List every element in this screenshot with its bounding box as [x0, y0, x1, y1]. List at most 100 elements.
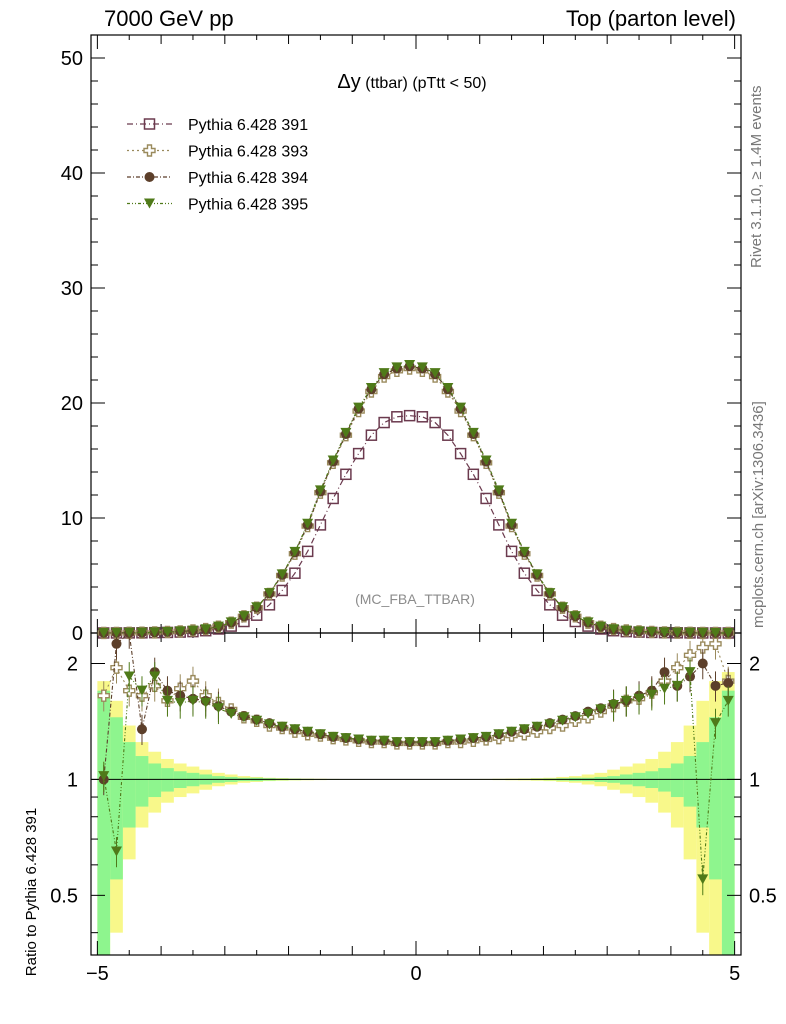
ratio-point	[697, 874, 709, 885]
ratio-point	[276, 721, 288, 732]
y-tick-label: 0	[72, 623, 83, 645]
data-point	[391, 362, 403, 373]
ratio-point	[455, 734, 467, 745]
data-point	[340, 468, 352, 481]
data-marks	[97, 360, 735, 896]
ratio-point	[557, 715, 569, 726]
ratio-line-3	[103, 631, 729, 780]
ratio-point	[263, 719, 275, 730]
y-tick-label: 40	[61, 163, 83, 185]
data-point	[416, 362, 428, 373]
data-point	[506, 518, 518, 529]
y-tick-label: 50	[61, 48, 83, 70]
data-point	[149, 627, 161, 638]
data-point	[136, 627, 148, 638]
ratio-point	[404, 737, 416, 748]
y-tick-label: 20	[61, 393, 83, 415]
band-inner-bin	[122, 742, 136, 828]
ratio-point	[709, 637, 722, 650]
ratio-point	[161, 695, 173, 706]
data-point	[327, 455, 339, 466]
data-point	[710, 627, 722, 638]
data-point	[684, 627, 696, 638]
data-point	[365, 383, 377, 394]
ratio-point	[327, 731, 339, 742]
ratio-point	[416, 737, 428, 748]
data-point	[569, 611, 581, 622]
data-point	[697, 627, 709, 638]
ratio-point	[608, 700, 620, 711]
data-point	[633, 626, 645, 637]
data-point	[302, 518, 314, 529]
ratio-point	[531, 721, 543, 732]
data-point	[518, 546, 530, 557]
legend-marker	[143, 118, 156, 130]
ratio-point	[110, 846, 122, 857]
ratio-point	[506, 726, 518, 737]
band-inner-bin	[709, 717, 722, 880]
ratio-point	[238, 712, 250, 723]
legend-marker	[144, 172, 155, 182]
ratio-point	[480, 731, 492, 742]
ratio-point	[187, 695, 199, 706]
ratio-y-tick-label: 2	[67, 653, 78, 675]
ratio-point	[671, 661, 684, 674]
data-point	[378, 416, 390, 429]
ratio-y-tick-label-right: 1	[749, 769, 760, 791]
data-point	[365, 429, 378, 441]
data-point	[442, 383, 454, 394]
ratio-point	[378, 735, 390, 746]
ratio-point	[200, 697, 212, 708]
data-point	[595, 621, 607, 632]
ratio-point	[111, 638, 122, 649]
ratio-point	[225, 708, 237, 719]
ratio-point	[123, 671, 135, 682]
ratio-point	[110, 661, 123, 674]
band-inner-bin	[670, 763, 684, 798]
ratio-point	[683, 649, 697, 662]
ratio-point	[710, 680, 721, 691]
ratio-point	[659, 667, 670, 678]
data-point	[327, 492, 339, 505]
data-point	[646, 626, 658, 637]
ratio-point	[136, 685, 148, 696]
ratio-point	[595, 704, 607, 715]
data-point	[429, 416, 441, 429]
data-point	[480, 492, 492, 505]
data-point	[531, 569, 543, 580]
ratio-point	[442, 735, 454, 746]
data-point	[238, 611, 250, 622]
data-point	[480, 455, 492, 466]
data-point	[353, 402, 365, 413]
data-point	[200, 624, 212, 635]
ratio-point	[710, 718, 722, 729]
data-point	[404, 360, 416, 371]
ratio-point	[340, 733, 352, 744]
ratio-y-tick-label-right: 2	[749, 653, 760, 675]
x-tick-label: 5	[729, 963, 740, 985]
data-point	[161, 626, 173, 637]
data-point	[505, 545, 518, 558]
data-point	[403, 409, 416, 422]
legend-label: Pythia 6.428 391	[188, 117, 308, 134]
data-point	[620, 625, 632, 636]
analysis-tag: (MC_FBA_TTBAR)	[355, 591, 475, 607]
data-point	[671, 627, 683, 638]
ratio-point	[518, 724, 530, 735]
ratio-point	[136, 724, 147, 735]
ratio-ylabel: Ratio to Pythia 6.428 391	[23, 808, 40, 976]
y-tick-label: 10	[61, 508, 83, 530]
x-tick-label: −5	[86, 963, 109, 985]
data-point	[98, 627, 110, 638]
data-point	[225, 617, 237, 628]
data-point	[467, 468, 480, 481]
data-point	[722, 627, 734, 638]
data-point	[123, 627, 135, 638]
data-point	[276, 569, 288, 580]
ratio-point	[697, 658, 708, 669]
ratio-point	[353, 734, 365, 745]
band-inner-bin	[135, 756, 149, 807]
data-point	[301, 545, 314, 558]
